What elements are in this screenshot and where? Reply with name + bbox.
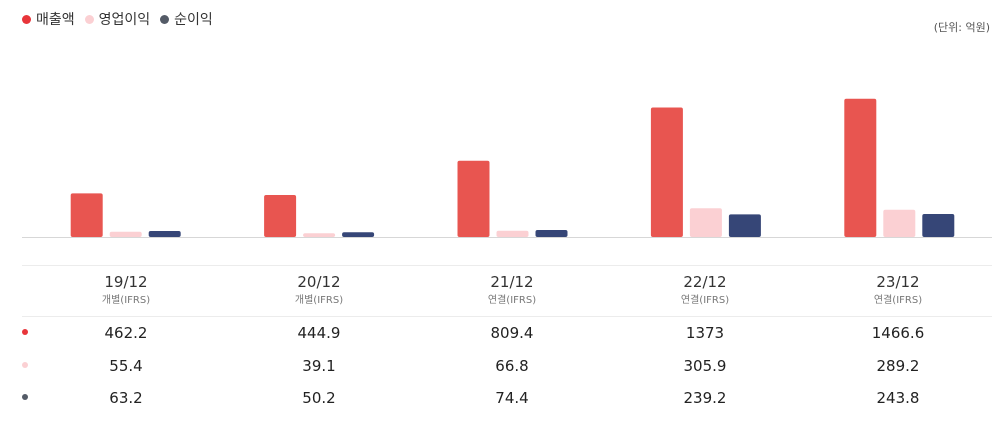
bar-operating-profit-23-12[interactable] xyxy=(883,209,916,237)
table-row-net-income: 63.2 50.2 74.4 239.2 243.8 xyxy=(0,382,1002,414)
table-row-operating-profit: 55.4 39.1 66.8 305.9 289.2 xyxy=(0,350,1002,382)
net-income-row-dot-icon xyxy=(22,394,28,400)
table-cell: 50.2 xyxy=(302,389,336,407)
period-label: 22/12 xyxy=(683,273,727,291)
legend-item-revenue[interactable]: 매출액 xyxy=(22,9,75,29)
column-header-22-12: 22/12 연결(IFRS) xyxy=(608,270,802,308)
bar-net-income-19-12[interactable] xyxy=(148,231,181,237)
header-divider-bottom xyxy=(22,316,992,317)
column-header-21-12: 21/12 연결(IFRS) xyxy=(415,270,609,308)
net-income-dot-icon xyxy=(160,14,170,24)
table-cell: 289.2 xyxy=(876,357,920,375)
table-cell: 39.1 xyxy=(302,357,336,375)
period-label: 21/12 xyxy=(490,273,534,291)
revenue-row-dot-icon xyxy=(22,329,28,335)
bar-operating-profit-19-12[interactable] xyxy=(109,231,142,237)
bar-net-income-23-12[interactable] xyxy=(922,214,955,237)
bar-net-income-22-12[interactable] xyxy=(728,214,761,237)
table-cell: 444.9 xyxy=(297,324,341,342)
table-cell: 243.8 xyxy=(876,389,920,407)
column-header-20-12: 20/12 개별(IFRS) xyxy=(222,270,416,308)
bar-revenue-19-12[interactable] xyxy=(70,193,103,237)
basis-label: 연결(IFRS) xyxy=(680,295,730,306)
legend-label-revenue: 매출액 xyxy=(36,12,75,28)
bar-operating-profit-20-12[interactable] xyxy=(303,233,336,237)
period-label: 23/12 xyxy=(876,273,920,291)
bar-net-income-21-12[interactable] xyxy=(535,230,568,237)
bar-revenue-20-12[interactable] xyxy=(264,195,297,237)
table-cell: 66.8 xyxy=(495,357,529,375)
bar-operating-profit-21-12[interactable] xyxy=(496,230,529,237)
table-cell: 305.9 xyxy=(683,357,727,375)
bar-revenue-23-12[interactable] xyxy=(844,98,877,237)
table-cell: 462.2 xyxy=(104,324,148,342)
table-row-revenue: 462.2 444.9 809.4 1373 1466.6 xyxy=(0,317,1002,349)
operating-profit-dot-icon xyxy=(84,14,94,24)
table-cell: 1373 xyxy=(685,324,725,342)
table-cell: 74.4 xyxy=(495,389,529,407)
table-cell: 809.4 xyxy=(490,324,534,342)
legend-label-net-income: 순이익 xyxy=(174,12,213,28)
unit-label: (단위: 억원) xyxy=(933,21,990,34)
column-header-19-12: 19/12 개별(IFRS) xyxy=(29,270,223,308)
column-header-23-12: 23/12 연결(IFRS) xyxy=(801,270,995,308)
legend-label-operating-profit: 영업이익 xyxy=(98,12,151,28)
period-label: 20/12 xyxy=(297,273,341,291)
legend-item-net-income[interactable]: 순이익 xyxy=(160,9,213,29)
bar-chart xyxy=(22,98,992,238)
bar-revenue-22-12[interactable] xyxy=(650,107,683,238)
basis-label: 개별(IFRS) xyxy=(101,295,151,306)
table-cell: 55.4 xyxy=(109,357,143,375)
table-cell: 63.2 xyxy=(109,389,143,407)
period-label: 19/12 xyxy=(104,273,148,291)
legend-item-operating-profit[interactable]: 영업이익 xyxy=(84,9,151,29)
basis-label: 연결(IFRS) xyxy=(873,295,923,306)
operating-profit-row-dot-icon xyxy=(22,362,28,368)
bar-net-income-20-12[interactable] xyxy=(342,232,375,237)
revenue-dot-icon xyxy=(22,14,31,24)
table-cell: 1466.6 xyxy=(871,324,925,342)
bar-revenue-21-12[interactable] xyxy=(457,160,490,237)
table-cell: 239.2 xyxy=(683,389,727,407)
chart-legend: 매출액 영업이익 순이익 xyxy=(22,9,213,29)
basis-label: 연결(IFRS) xyxy=(487,295,537,306)
bar-operating-profit-22-12[interactable] xyxy=(689,208,722,237)
basis-label: 개별(IFRS) xyxy=(294,295,344,306)
header-divider-top xyxy=(22,265,992,266)
